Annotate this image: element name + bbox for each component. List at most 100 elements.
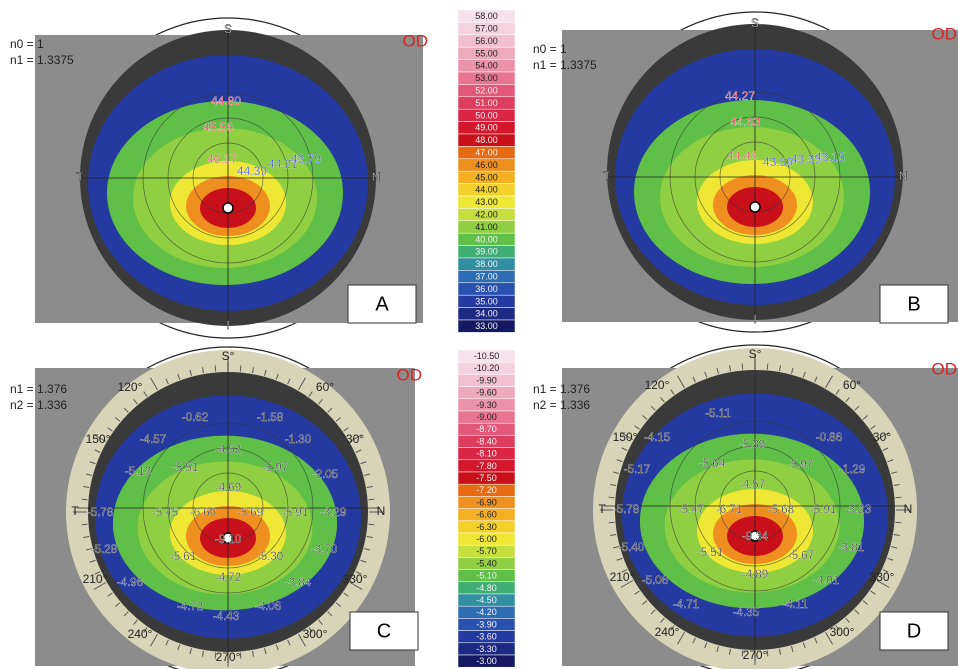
map-value: 43.79 [291,152,321,166]
degree-label: 330° [343,572,368,586]
map-value: -5.47 [678,504,704,516]
scale-label: -8.70 [476,424,497,434]
scale-label: 58.00 [475,11,498,21]
map-value: -5.28 [91,544,117,556]
scale-label: 52.00 [475,85,498,95]
degree-label: 60° [316,380,334,394]
map-value: 44.44 [727,149,757,163]
map-value: -5.97 [787,459,813,471]
scale-label: -7.20 [476,485,497,495]
scale-label: 42.00 [475,209,498,219]
map-value: -4.72 [215,572,241,584]
scale-label: 38.00 [475,259,498,269]
map-value: -5.64 [699,458,726,470]
panel-label: B [907,293,920,315]
compass-label: S° [749,347,762,361]
compass-label: N [377,504,386,518]
map-value: -1.30 [285,434,311,446]
degree-tick [895,522,901,523]
scale-label: 36.00 [475,284,498,294]
degree-tick [240,366,241,372]
scale-label: -5.10 [476,571,497,581]
scale-label: -10.50 [474,351,500,361]
degree-label: 210° [610,570,635,584]
compass-label: S [751,16,759,30]
topography-panel: n1 = 1.376n2 = 1.336ODDS°TN120°60°150°30… [533,345,958,669]
map-value: -6.66 [190,507,216,519]
degree-tick [895,497,901,498]
degree-label: 330° [870,570,895,584]
map-value: -5.68 [768,504,794,516]
compass-label: S [224,22,232,36]
center-mark [750,202,760,212]
scale-label: 37.00 [475,271,498,281]
scale-label: -3.90 [476,619,497,629]
compass-label: N [899,169,908,183]
topography-panel: n0 = 1n1 = 1.3375ODBSTNI44.2744.6344.444… [533,12,958,332]
map-value: -5.61 [170,551,196,563]
compass-label: I [226,318,229,332]
map-value: -2.05 [312,469,338,481]
scale-label: 48.00 [475,135,498,145]
map-value: -4.43 [213,611,239,623]
refractive-index: n1 = 1.376 [10,382,67,396]
panel-label: C [377,620,391,642]
degree-label: 270° [216,650,241,664]
compass-label: T [603,169,611,183]
scale-label: 35.00 [475,296,498,306]
map-value: -3.29 [320,507,346,519]
scale-label: 53.00 [475,73,498,83]
degree-tick [742,364,743,370]
scale-label: 40.00 [475,234,498,244]
compass-label: T [76,170,84,184]
scale-label: 45.00 [475,172,498,182]
scale-label: -5.40 [476,558,497,568]
scale-label: -6.60 [476,510,497,520]
map-value: -0.62 [182,412,208,424]
degree-label: 150° [613,430,638,444]
map-value: -3.84 [285,577,312,589]
scale-label: 39.00 [475,247,498,257]
degree-tick [368,499,374,500]
eye-label: OD [403,31,429,50]
scale-label: -7.80 [476,461,497,471]
refractive-index: n0 = 1 [533,42,567,56]
panel-label: A [375,293,389,315]
scale-label: -4.20 [476,607,497,617]
scale-label: -9.60 [476,388,497,398]
refractive-index: n1 = 1.3375 [533,58,597,72]
map-value: 45.56 [203,120,233,134]
degree-label: 30° [873,430,891,444]
map-value: -3.70 [311,544,337,556]
eye-label: OD [932,24,958,43]
map-value: -4.57 [739,479,765,491]
scale-label: -8.40 [476,436,497,446]
scale-label: 56.00 [475,36,498,46]
compass-label: I [753,312,756,326]
scale-label: 46.00 [475,160,498,170]
degree-tick [609,497,615,498]
map-value: -5.39 [739,439,765,451]
scale-label: 54.00 [475,61,498,71]
scale-label: 44.00 [475,185,498,195]
scale-label: -4.80 [476,583,497,593]
degree-label: 240° [655,625,680,639]
map-value: -0.86 [816,432,842,444]
map-value: -4.71 [673,599,699,611]
compass-label: T [71,504,79,518]
scale-label: 57.00 [475,23,498,33]
map-value: -5.91 [810,504,836,516]
topography-panel: n0 = 1n1 = 1.3375ODASTNI44.8045.5646.174… [10,18,428,338]
map-value: -6.71 [716,504,742,516]
degree-tick [609,522,615,523]
scale-label: 33.00 [475,321,498,331]
scale-label: -10.20 [474,363,500,373]
map-value: -5.06 [642,575,668,587]
scale-label: -9.30 [476,400,497,410]
map-value: -4.96 [117,577,143,589]
scale-label: -9.00 [476,412,497,422]
scale-label: 51.00 [475,98,498,108]
map-value: -9.10 [215,534,241,546]
scale-label: -3.00 [476,656,497,666]
